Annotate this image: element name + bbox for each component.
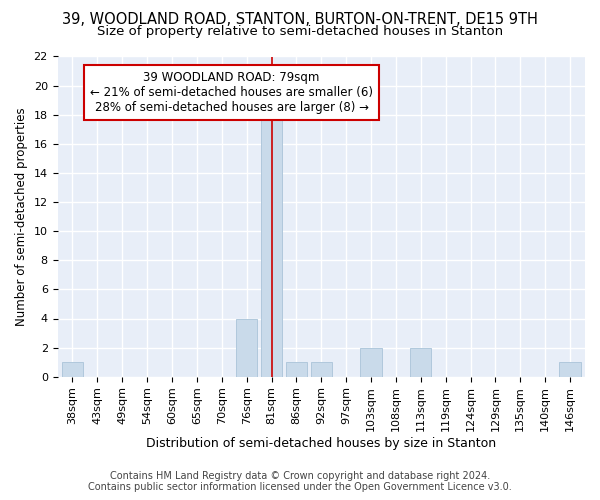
Bar xyxy=(559,362,581,376)
Bar xyxy=(286,362,307,376)
Bar xyxy=(361,348,382,376)
Bar xyxy=(62,362,83,376)
Text: 39, WOODLAND ROAD, STANTON, BURTON-ON-TRENT, DE15 9TH: 39, WOODLAND ROAD, STANTON, BURTON-ON-TR… xyxy=(62,12,538,28)
Y-axis label: Number of semi-detached properties: Number of semi-detached properties xyxy=(15,108,28,326)
Text: Size of property relative to semi-detached houses in Stanton: Size of property relative to semi-detach… xyxy=(97,25,503,38)
Text: Contains HM Land Registry data © Crown copyright and database right 2024.
Contai: Contains HM Land Registry data © Crown c… xyxy=(88,471,512,492)
Bar xyxy=(236,318,257,376)
Bar xyxy=(410,348,431,376)
Bar xyxy=(311,362,332,376)
X-axis label: Distribution of semi-detached houses by size in Stanton: Distribution of semi-detached houses by … xyxy=(146,437,496,450)
Text: 39 WOODLAND ROAD: 79sqm
← 21% of semi-detached houses are smaller (6)
28% of sem: 39 WOODLAND ROAD: 79sqm ← 21% of semi-de… xyxy=(90,71,373,114)
Bar xyxy=(261,114,282,376)
